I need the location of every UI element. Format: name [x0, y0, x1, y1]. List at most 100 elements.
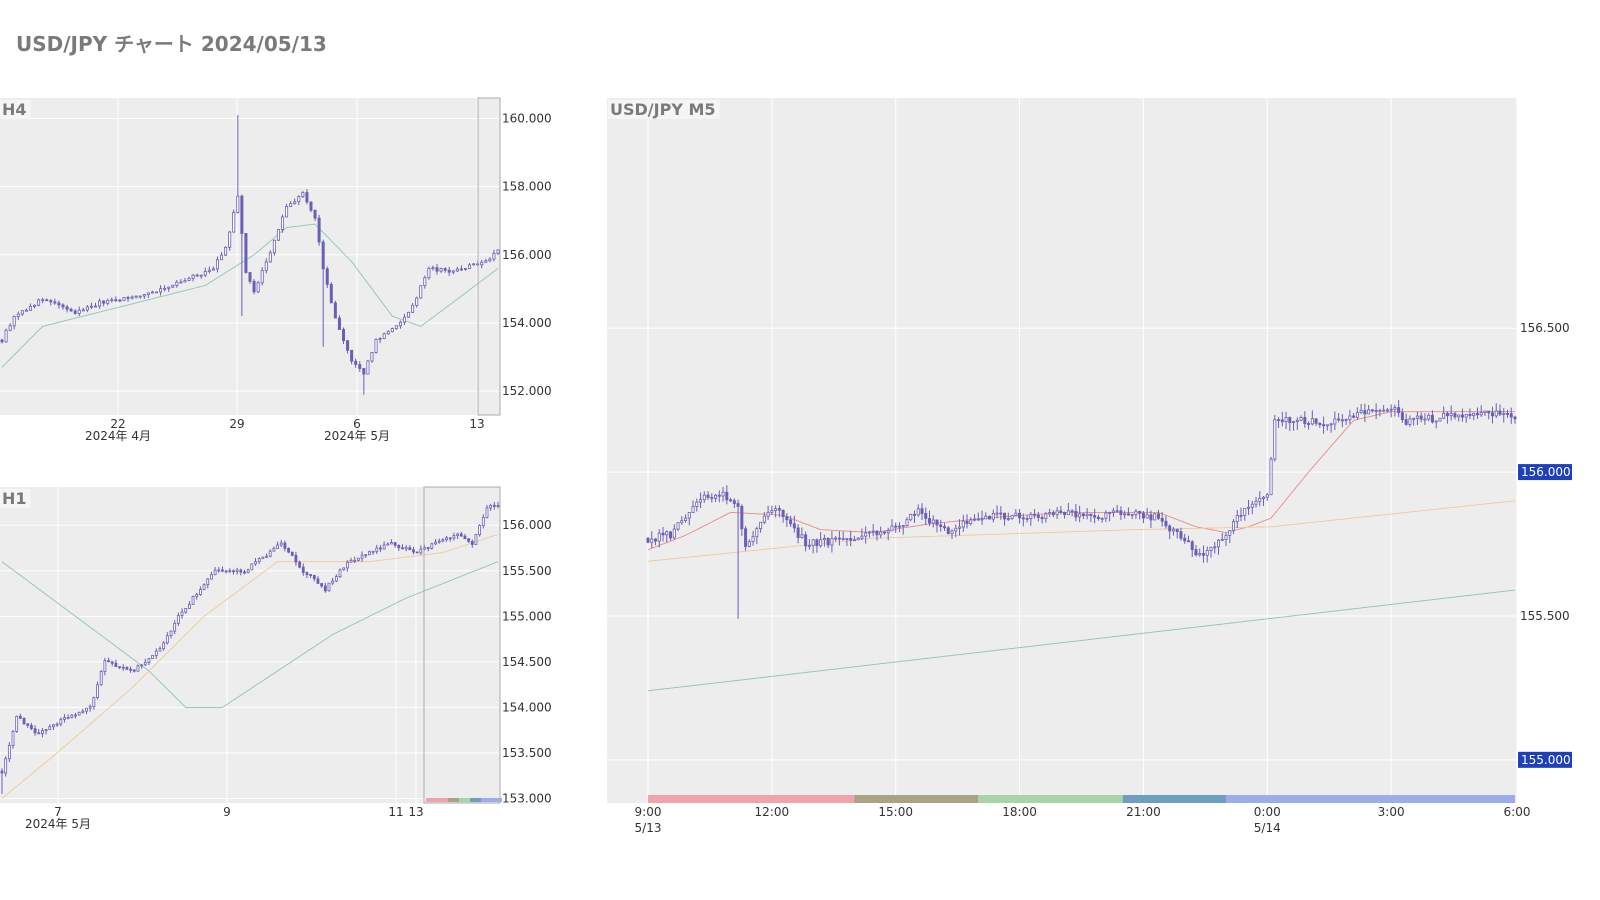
candle-body: [1168, 525, 1172, 532]
candle-body: [92, 697, 96, 707]
candle-body: [191, 596, 195, 605]
candle-body: [443, 268, 447, 271]
candle-body: [98, 300, 102, 307]
candle-body: [751, 536, 755, 543]
y-tick-label-h4: 160.000: [502, 111, 552, 125]
candle-body: [118, 299, 122, 302]
candle-body: [228, 570, 232, 573]
candle-body: [445, 537, 448, 541]
candle-body: [1468, 414, 1472, 416]
candle-body: [4, 329, 8, 343]
candle-body: [176, 615, 180, 624]
candle-body: [819, 539, 823, 547]
candle-body: [26, 723, 30, 726]
candle-body: [1475, 412, 1479, 416]
candle-body: [435, 267, 439, 272]
candle-body: [1348, 415, 1352, 420]
candle-body: [412, 549, 415, 553]
candle-body: [276, 228, 280, 241]
candle-body: [290, 551, 294, 556]
candle-body: [1134, 510, 1138, 515]
session-bar-segment: [1226, 795, 1515, 803]
candle-body: [334, 576, 338, 582]
candle-body: [1490, 412, 1494, 417]
x-tick-label-h4: 29: [229, 417, 244, 431]
candle-body: [349, 559, 353, 563]
x-tick-label-m5: 9:00: [635, 805, 662, 819]
candle-body: [1378, 410, 1382, 412]
candle-body: [1179, 531, 1183, 539]
candle-body: [969, 519, 973, 524]
candle-body: [1216, 539, 1220, 548]
candle-body: [15, 715, 19, 732]
candle-body: [882, 531, 886, 534]
candle-body: [138, 295, 142, 298]
candle-body: [8, 325, 12, 331]
moving-average-line: [647, 500, 1516, 562]
candle-body: [114, 662, 118, 668]
candle-body: [195, 594, 199, 597]
candle-body: [897, 525, 901, 528]
session-bar-segment: [470, 798, 481, 802]
candle-body: [931, 519, 935, 524]
candle-body: [419, 285, 423, 299]
candle-body: [770, 510, 774, 513]
candle-body: [81, 309, 85, 312]
candle-body: [995, 512, 999, 515]
candle-body: [973, 518, 977, 521]
candle-body: [811, 539, 815, 546]
candle-body: [1314, 418, 1318, 424]
candle-body: [18, 715, 22, 719]
candle-body: [298, 561, 302, 568]
candle-body: [110, 299, 114, 302]
candle-body: [198, 589, 202, 595]
y-tick-label-h1: 154.500: [502, 655, 552, 669]
candle-body: [1074, 510, 1078, 518]
candle-body: [1201, 553, 1205, 556]
candle-body: [650, 538, 654, 543]
candle-body: [492, 252, 496, 260]
candle-body: [122, 297, 126, 301]
candle-body: [342, 567, 346, 571]
candle-body: [1258, 498, 1262, 502]
candle-body: [103, 660, 107, 672]
candle-body: [459, 533, 463, 537]
candle-body: [419, 548, 423, 554]
candle-body: [77, 711, 81, 716]
candle-body: [368, 551, 371, 556]
candle-body: [980, 518, 984, 521]
candle-body: [129, 668, 132, 671]
candle-body: [4, 758, 8, 774]
candle-body: [430, 543, 434, 549]
candle-body: [890, 525, 894, 532]
candle-body: [49, 300, 53, 303]
candle-body: [264, 261, 268, 271]
candle-body: [1111, 510, 1115, 513]
candle-body: [1243, 507, 1247, 516]
candle-body: [224, 246, 228, 256]
candle-body: [1205, 550, 1209, 556]
candle-body: [81, 710, 85, 713]
candle-body: [331, 580, 335, 584]
candle-body: [401, 547, 404, 550]
candle-body: [309, 574, 313, 576]
candle-body: [1310, 418, 1314, 425]
candle-body: [66, 717, 70, 719]
x-tick-label-m5: 18:00: [1002, 805, 1037, 819]
candle-body: [224, 570, 228, 573]
candle-body: [1018, 512, 1022, 519]
candle-body: [333, 302, 337, 319]
candle-body: [1070, 510, 1074, 513]
price-highlight-box: [1518, 464, 1572, 481]
candle-body: [272, 239, 276, 254]
candle-body: [1063, 512, 1067, 516]
candle-body: [815, 539, 819, 547]
candle-body: [250, 563, 254, 571]
candle-body: [1449, 413, 1453, 417]
candle-body: [1277, 419, 1281, 422]
candle-body: [834, 537, 838, 540]
candle-body: [126, 297, 130, 299]
candle-body: [849, 538, 853, 541]
candle-body: [423, 277, 427, 286]
candle-body: [28, 306, 32, 311]
